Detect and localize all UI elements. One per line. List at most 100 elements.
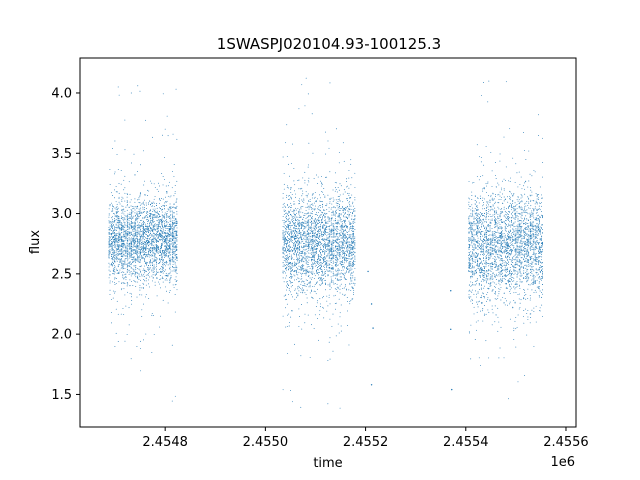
data-point <box>152 267 154 269</box>
data-point <box>334 262 336 264</box>
data-point <box>320 259 321 261</box>
data-point <box>323 225 324 227</box>
data-point <box>109 233 111 235</box>
data-point <box>283 241 285 243</box>
data-point <box>116 206 118 208</box>
data-point <box>317 208 318 210</box>
data-point <box>147 228 149 230</box>
data-point <box>156 250 158 252</box>
data-point <box>333 233 335 234</box>
data-point <box>145 234 147 235</box>
data-point <box>306 242 308 243</box>
data-point <box>299 230 301 232</box>
data-point <box>173 221 175 223</box>
data-point <box>114 251 116 253</box>
data-point <box>306 220 308 222</box>
data-point <box>139 269 141 271</box>
data-point <box>139 215 141 217</box>
data-point <box>129 285 131 287</box>
data-point <box>137 215 138 217</box>
data-point <box>164 275 166 277</box>
data-point <box>152 238 153 240</box>
data-point <box>112 256 114 258</box>
data-point <box>116 234 118 236</box>
data-point <box>130 358 132 360</box>
data-point <box>157 234 159 235</box>
data-point <box>124 239 126 241</box>
data-point <box>130 199 132 201</box>
data-point <box>153 233 155 235</box>
data-point <box>134 249 136 251</box>
data-point <box>127 262 129 264</box>
data-point <box>151 243 153 245</box>
data-point <box>127 239 129 241</box>
data-point <box>305 263 307 265</box>
data-point <box>286 243 287 245</box>
data-point <box>285 243 287 245</box>
data-point <box>307 213 309 215</box>
data-point <box>287 314 288 316</box>
data-point <box>108 250 110 252</box>
data-point <box>298 290 300 292</box>
data-point <box>330 230 332 232</box>
data-point <box>173 242 175 244</box>
data-point <box>143 254 145 256</box>
data-point <box>282 252 284 253</box>
data-point <box>337 215 339 217</box>
data-point <box>302 256 304 258</box>
data-point <box>132 222 134 224</box>
data-point <box>152 220 154 222</box>
data-point <box>303 249 305 251</box>
data-point <box>290 187 292 189</box>
data-point <box>114 236 116 238</box>
data-point <box>129 279 131 281</box>
data-point <box>293 209 295 211</box>
data-point <box>159 225 161 227</box>
data-point <box>137 256 139 258</box>
data-point <box>147 195 149 196</box>
data-point <box>328 296 330 298</box>
data-point <box>333 229 335 231</box>
data-point <box>321 254 323 256</box>
data-point <box>134 230 136 232</box>
data-point <box>128 273 130 275</box>
data-point <box>175 88 177 90</box>
data-point <box>159 235 161 237</box>
data-point <box>115 213 117 215</box>
data-point <box>334 288 336 290</box>
data-point <box>147 228 148 230</box>
data-point <box>116 255 118 257</box>
data-point <box>157 251 159 253</box>
data-point <box>308 233 310 235</box>
data-point <box>145 277 147 279</box>
data-point <box>290 263 292 265</box>
data-point <box>282 270 284 272</box>
data-point <box>138 246 140 248</box>
data-point <box>121 199 123 201</box>
data-point <box>294 225 296 227</box>
data-point <box>319 272 320 273</box>
data-point <box>109 246 111 248</box>
data-point <box>287 220 289 222</box>
data-point <box>286 241 288 243</box>
data-point <box>305 286 307 287</box>
data-point <box>136 232 138 234</box>
data-point <box>286 264 288 266</box>
data-point <box>286 224 288 226</box>
data-point <box>307 240 309 242</box>
data-point <box>114 243 116 245</box>
data-point <box>136 259 138 261</box>
data-point <box>309 233 311 235</box>
data-point <box>311 265 313 267</box>
data-point <box>326 221 328 223</box>
data-point <box>127 194 129 195</box>
data-point <box>137 85 139 87</box>
data-point <box>174 311 176 313</box>
data-point <box>309 257 311 258</box>
data-point <box>145 271 147 273</box>
data-point <box>127 252 129 254</box>
data-point <box>294 288 296 290</box>
data-point <box>129 217 131 219</box>
data-point <box>304 231 306 233</box>
data-point <box>171 215 173 217</box>
